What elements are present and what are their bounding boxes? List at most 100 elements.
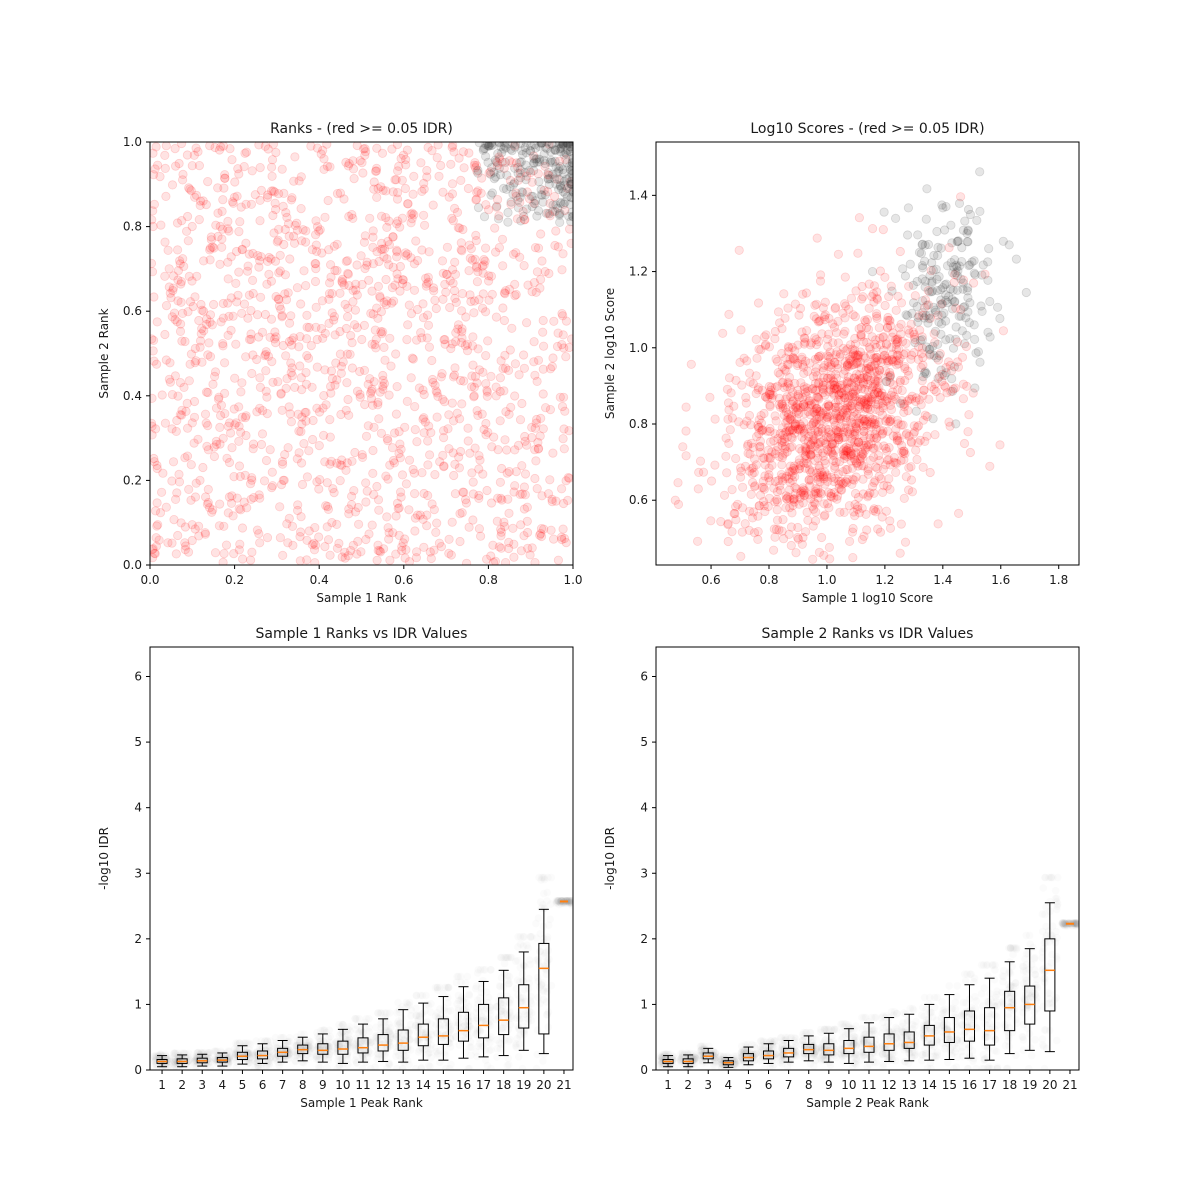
sample1-rank-idr-box-xtick-label: 12: [375, 1078, 390, 1092]
sample1-rank-idr-box-xtick-label: 1: [158, 1078, 166, 1092]
sample1-rank-idr-box-xtick-label: 5: [239, 1078, 247, 1092]
sample2-rank-idr-box-xtick-label: 13: [902, 1078, 917, 1092]
sample1-rank-idr-box-xtick-label: 10: [335, 1078, 350, 1092]
sample1-rank-idr-box-ytick-label: 3: [134, 866, 142, 880]
sample1-rank-idr-box-xtick-label: 16: [456, 1078, 471, 1092]
sample1-rank-idr-box: 1 2 3 4 5 6 7 8 9 10 11 12 13 14 15 16 17 18 19 20 210123456…: [97, 626, 576, 1110]
ranks-scatter-ytick-label: 0.2: [123, 473, 142, 487]
sample1-rank-idr-box-xtick-label: 3: [198, 1078, 206, 1092]
sample1-rank-idr-box-ytick-label: 0: [134, 1063, 142, 1077]
sample2-rank-idr-box-xtick-label: 16: [962, 1078, 977, 1092]
ranks-scatter-ytick-label: 1.0: [123, 135, 142, 149]
sample2-rank-idr-box-xtick-label: 1: [664, 1078, 672, 1092]
sample1-rank-idr-box-xtick-label: 8: [299, 1078, 307, 1092]
ranks-scatter-xtick-label: 0.6: [394, 573, 413, 587]
log10-scores-scatter-spines: [655, 141, 1080, 566]
sample2-rank-idr-box-ylabel: -log10 IDR: [603, 827, 617, 890]
ranks-scatter-spines: [149, 141, 574, 566]
ranks-scatter-xtick-label: 0.8: [479, 573, 498, 587]
log10-scores-scatter-xtick-label: 1.8: [1049, 573, 1068, 587]
sample1-rank-idr-box-xtick-label: 7: [279, 1078, 287, 1092]
sample2-rank-idr-box-xtick-label: 10: [841, 1078, 856, 1092]
log10-scores-scatter-plot-area: [670, 167, 1031, 564]
sample2-rank-idr-box-spines: [655, 646, 1080, 1071]
sample2-rank-idr-box-ytick-label: 5: [640, 735, 648, 749]
ranks-scatter-xtick-label: 0.2: [225, 573, 244, 587]
sample1-rank-idr-box-jitter-points: [150, 874, 576, 1073]
sample2-rank-idr-box-title: Sample 2 Ranks vs IDR Values: [762, 626, 974, 642]
log10-scores-scatter-ytick-label: 1.2: [629, 265, 648, 279]
log10-scores-scatter-xlabel: Sample 1 log10 Score: [802, 591, 933, 605]
sample2-rank-idr-box-ytick-label: 6: [640, 670, 648, 684]
log10-scores-scatter-xtick-label: 1.4: [933, 573, 952, 587]
sample1-rank-idr-box-xtick-label: 18: [496, 1078, 511, 1092]
sample1-rank-idr-box-ylabel: -log10 IDR: [97, 827, 111, 890]
sample1-rank-idr-box-ytick-label: 1: [134, 997, 142, 1011]
sample2-rank-idr-box-plot-area: [662, 902, 1074, 1068]
sample2-rank-idr-box-xtick-label: 4: [725, 1078, 733, 1092]
sample2-rank-idr-box-xtick-label: 2: [684, 1078, 692, 1092]
sample2-rank-idr-box-xlabel: Sample 2 Peak Rank: [806, 1096, 929, 1110]
sample1-rank-idr-box-xtick-label: 2: [178, 1078, 186, 1092]
log10-scores-scatter-ylabel: Sample 2 log10 Score: [603, 288, 617, 419]
sample1-rank-idr-box-xlabel: Sample 1 Peak Rank: [300, 1096, 423, 1110]
log10-scores-scatter-xtick-label: 0.6: [702, 573, 721, 587]
sample1-rank-idr-box-xtick-label: 19: [516, 1078, 531, 1092]
sample2-rank-idr-box-xtick-label: 17: [982, 1078, 997, 1092]
sample2-rank-idr-box-xtick-label: 7: [785, 1078, 793, 1092]
sample1-rank-idr-box-xtick-label: 14: [416, 1078, 431, 1092]
sample2-rank-idr-box-xtick-label: 20: [1042, 1078, 1057, 1092]
sample2-rank-idr-box-xtick-label: 12: [881, 1078, 896, 1092]
log10-scores-scatter-idr-lt-0.05-black: [867, 167, 1031, 429]
sample2-rank-idr-box-xtick-label: 19: [1022, 1078, 1037, 1092]
ranks-scatter-xtick-label: 0.4: [310, 573, 329, 587]
ranks-scatter-ytick-label: 0.4: [123, 389, 142, 403]
sample2-rank-idr-box-ytick-label: 2: [640, 932, 648, 946]
log10-scores-scatter-xtick-label: 1.0: [817, 573, 836, 587]
sample2-rank-idr-box-boxes: [662, 902, 1074, 1068]
sample2-rank-idr-box-ytick-label: 4: [640, 801, 648, 815]
sample1-rank-idr-box-xtick-label: 15: [436, 1078, 451, 1092]
sample2-rank-idr-box-xtick-label: 14: [922, 1078, 937, 1092]
sample2-rank-idr-box-xtick-label: 11: [861, 1078, 876, 1092]
sample2-rank-idr-box-xtick-label: 3: [704, 1078, 712, 1092]
log10-scores-scatter-ytick-label: 0.6: [629, 493, 648, 507]
sample2-rank-idr-box-ytick-label: 3: [640, 866, 648, 880]
ranks-scatter-ylabel: Sample 2 Rank: [97, 308, 111, 398]
log10-scores-scatter-ytick-label: 1.0: [629, 341, 648, 355]
sample2-rank-idr-box-xtick-label: 6: [765, 1078, 773, 1092]
ranks-scatter-xtick-label: 0.0: [140, 573, 159, 587]
ranks-scatter-title: Ranks - (red >= 0.05 IDR): [270, 121, 453, 137]
ranks-scatter-xtick-label: 1.0: [563, 573, 582, 587]
log10-scores-scatter: 0.6 0.8 1.0 1.2 1.4 1.6 1.8 0.6 0.8 1.0 1.2 1.4 Log1…: [603, 121, 1080, 605]
sample1-rank-idr-box-title: Sample 1 Ranks vs IDR Values: [256, 626, 468, 642]
sample1-rank-idr-box-xtick-label: 4: [219, 1078, 227, 1092]
log10-scores-scatter-ytick-label: 1.4: [629, 188, 648, 202]
ranks-scatter-xlabel: Sample 1 Rank: [316, 591, 406, 605]
sample1-rank-idr-box-xtick-label: 17: [476, 1078, 491, 1092]
sample1-rank-idr-box-xtick-label: 20: [536, 1078, 551, 1092]
sample2-rank-idr-box-xtick-label: 21: [1062, 1078, 1077, 1092]
ranks-scatter-ytick-label: 0.8: [123, 220, 142, 234]
ranks-scatter-ytick-label: 0.0: [123, 558, 142, 572]
sample2-rank-idr-box-xtick-label: 15: [942, 1078, 957, 1092]
log10-scores-scatter-xtick-label: 1.2: [875, 573, 894, 587]
sample1-rank-idr-box-plot-area: [150, 874, 576, 1073]
ranks-scatter-ytick-label: 0.6: [123, 304, 142, 318]
log10-scores-scatter-ytick-label: 0.8: [629, 417, 648, 431]
sample1-rank-idr-box-ytick-label: 5: [134, 735, 142, 749]
log10-scores-scatter-xtick-label: 1.6: [991, 573, 1010, 587]
sample1-rank-idr-box-xtick-label: 9: [319, 1078, 327, 1092]
sample2-rank-idr-box-xtick-label: 8: [805, 1078, 813, 1092]
sample2-rank-idr-box-ytick-label: 1: [640, 997, 648, 1011]
sample2-rank-idr-box: 1 2 3 4 5 6 7 8 9 10 11 12 13 14 15 16 17 18 19 20 210123456…: [603, 626, 1080, 1110]
ranks-scatter-plot-area: [150, 142, 573, 565]
log10-scores-scatter-title: Log10 Scores - (red >= 0.05 IDR): [750, 121, 984, 137]
sample1-rank-idr-box-ytick-label: 4: [134, 801, 142, 815]
sample2-rank-idr-box-xtick-label: 9: [825, 1078, 833, 1092]
log10-scores-scatter-xtick-label: 0.8: [759, 573, 778, 587]
sample1-rank-idr-box-xtick-label: 11: [355, 1078, 370, 1092]
log10-scores-scatter-idr-ge-0.05-red: [670, 192, 1009, 564]
sample1-rank-idr-box-spines: [149, 646, 574, 1071]
